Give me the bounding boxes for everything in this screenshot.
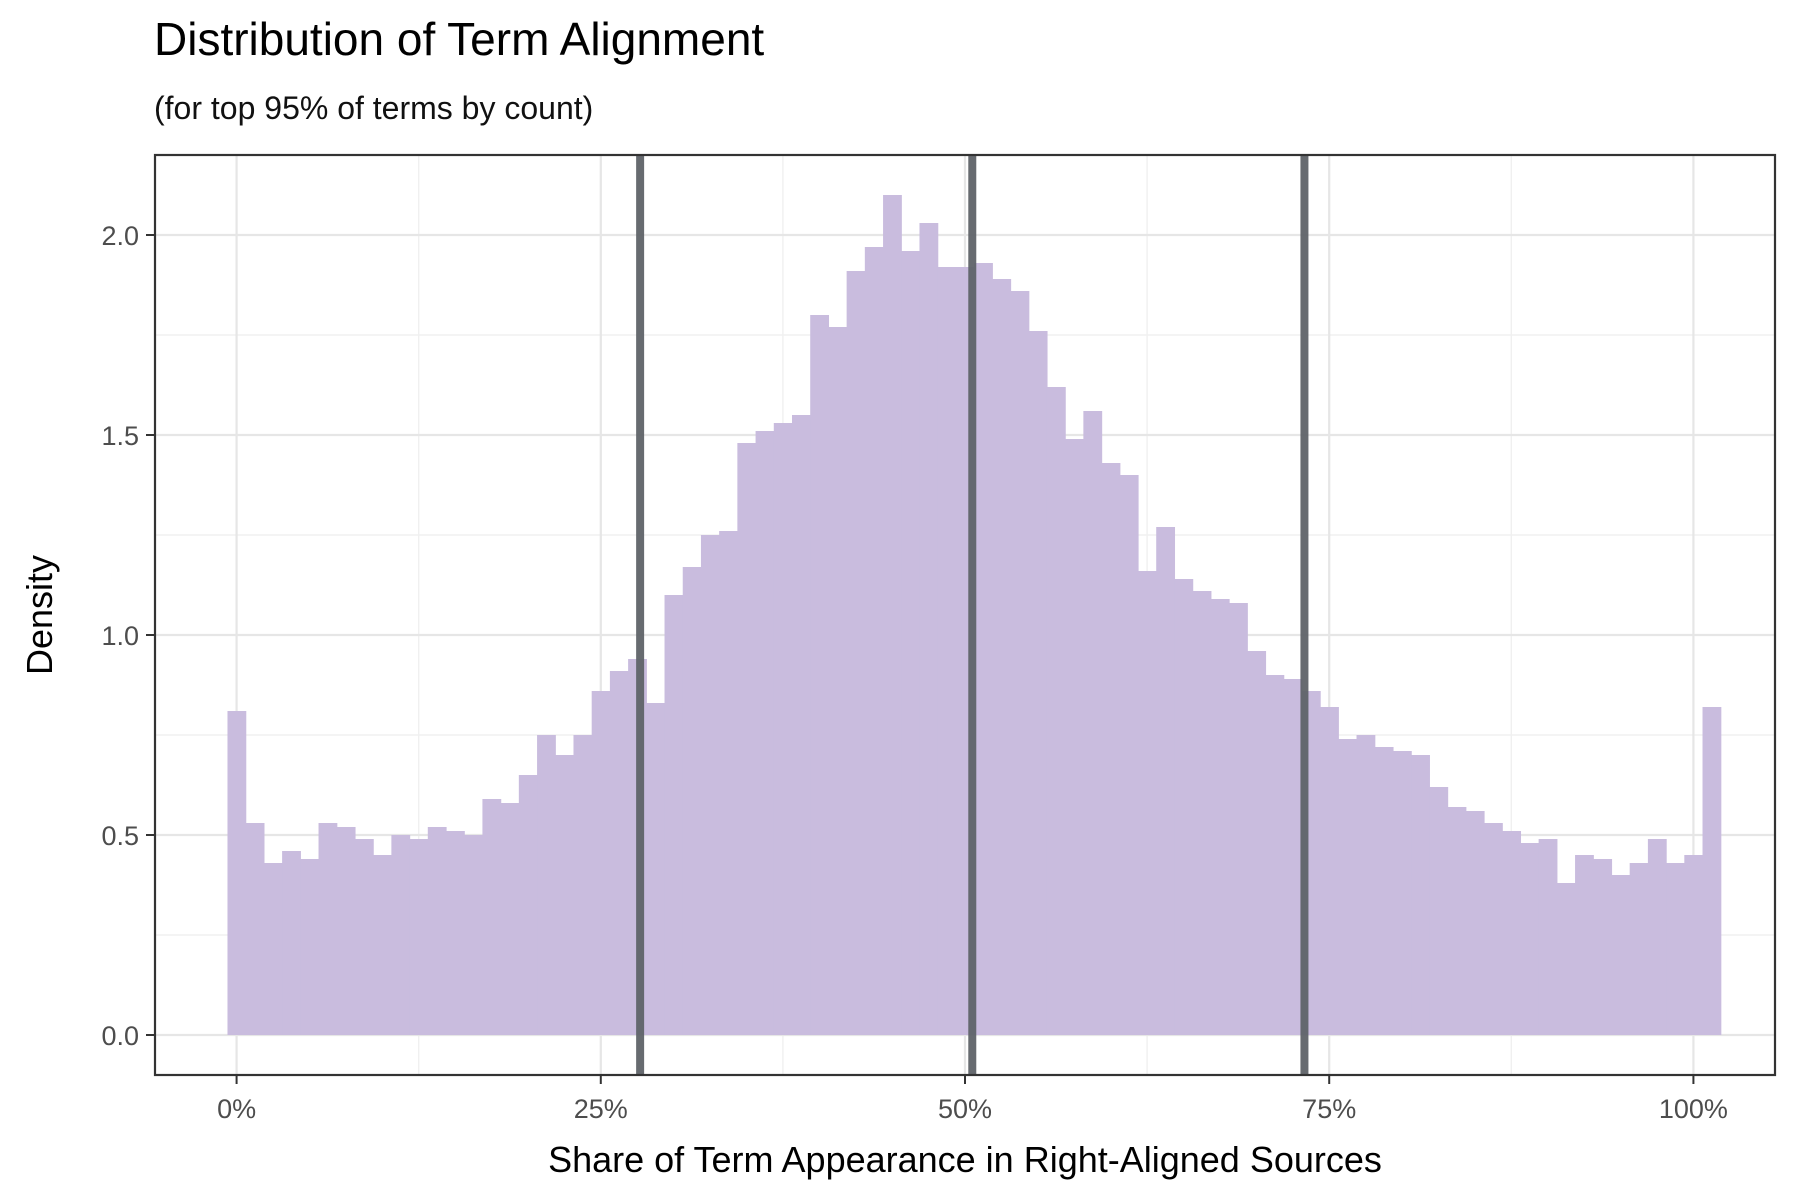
x-tick-label: 75%	[1302, 1094, 1356, 1124]
histogram-bar	[719, 531, 738, 1035]
y-tick-label: 0.0	[101, 1021, 139, 1051]
histogram-bar	[409, 839, 429, 1035]
histogram-bar	[300, 859, 320, 1035]
histogram-bar	[282, 851, 301, 1035]
histogram-bar	[1666, 863, 1685, 1035]
histogram-bar	[1429, 787, 1449, 1035]
histogram-bar	[1283, 679, 1303, 1035]
histogram-bar	[1629, 863, 1649, 1035]
histogram-bar	[354, 839, 374, 1035]
histogram-bar	[901, 251, 921, 1035]
histogram-bar	[609, 671, 629, 1035]
y-tick-label: 1.5	[101, 421, 139, 451]
histogram-bar	[1411, 755, 1430, 1035]
y-tick-label: 0.5	[101, 821, 139, 851]
histogram-bar	[1137, 571, 1157, 1035]
histogram-bar	[591, 691, 611, 1035]
x-tick-label: 50%	[938, 1094, 992, 1124]
histogram-bar	[974, 263, 993, 1035]
histogram-bar	[1702, 707, 1722, 1035]
histogram-bar	[1010, 291, 1030, 1035]
y-tick-label: 2.0	[101, 221, 139, 251]
histogram-bar	[883, 195, 902, 1035]
histogram-bar	[1575, 855, 1594, 1035]
histogram-bar	[1556, 883, 1576, 1035]
histogram-bar	[1028, 331, 1048, 1035]
histogram-bar	[755, 431, 775, 1035]
histogram-bar	[500, 803, 520, 1035]
histogram-bar	[446, 831, 465, 1035]
histogram-bars	[227, 195, 1722, 1035]
histogram-bar	[573, 735, 593, 1035]
histogram-bar	[1192, 591, 1212, 1035]
histogram-bar	[700, 535, 720, 1035]
histogram-bar	[464, 835, 484, 1035]
histogram-bar	[1684, 855, 1704, 1035]
histogram-bar	[1156, 527, 1176, 1035]
histogram-bar	[792, 415, 811, 1035]
histogram-bar	[992, 279, 1012, 1035]
histogram-bar	[1483, 823, 1503, 1035]
histogram-bar	[227, 711, 247, 1035]
histogram-bar	[263, 863, 283, 1035]
histogram-bar	[864, 247, 884, 1035]
histogram-bar	[1174, 579, 1194, 1035]
histogram-bar	[646, 703, 666, 1035]
x-tick-label: 25%	[574, 1094, 628, 1124]
x-tick-label: 100%	[1659, 1094, 1728, 1124]
histogram-bar	[518, 775, 538, 1035]
histogram-bar	[1374, 747, 1394, 1035]
histogram-bar	[1229, 603, 1248, 1035]
histogram-bar	[482, 799, 502, 1035]
histogram-bar	[1046, 387, 1066, 1035]
histogram-bar	[1502, 831, 1522, 1035]
histogram-bar	[937, 267, 957, 1035]
histogram-bar	[1338, 739, 1358, 1035]
histogram-bar	[1465, 811, 1485, 1035]
histogram-bar	[828, 327, 848, 1035]
histogram-bar	[1065, 439, 1084, 1035]
y-tick-label: 1.0	[101, 621, 139, 651]
histogram-bar	[1593, 859, 1613, 1035]
histogram-bar	[373, 855, 392, 1035]
histogram-bar	[427, 827, 447, 1035]
histogram-bar	[336, 827, 356, 1035]
histogram-bar	[737, 443, 757, 1035]
histogram-bar	[1611, 875, 1631, 1035]
histogram-bar	[391, 835, 411, 1035]
histogram-bar	[919, 223, 939, 1035]
histogram-bar	[1356, 735, 1376, 1035]
histogram-bar	[1392, 751, 1412, 1035]
histogram-bar	[537, 735, 556, 1035]
x-tick-label: 0%	[217, 1094, 256, 1124]
reference-lines	[636, 155, 1309, 1075]
histogram-bar	[664, 595, 684, 1035]
histogram-bar	[1647, 839, 1667, 1035]
histogram-bar	[1265, 675, 1285, 1035]
histogram-bar	[1447, 807, 1467, 1035]
x-axis-title: Share of Term Appearance in Right-Aligne…	[548, 1139, 1382, 1180]
histogram-bar	[318, 823, 338, 1035]
y-axis-title: Density	[19, 555, 60, 675]
histogram-bar	[810, 315, 830, 1035]
histogram-bar	[1247, 651, 1267, 1035]
chart-subtitle: (for top 95% of terms by count)	[154, 90, 594, 126]
histogram-bar	[1083, 411, 1103, 1035]
histogram-bar	[1119, 475, 1139, 1035]
axis-ticks: 0% 25% 50% 75% 100% 0.0 0.5 1.0 1.5 2.0	[101, 221, 1727, 1124]
histogram-bar	[1538, 839, 1558, 1035]
histogram-bar	[846, 271, 866, 1035]
histogram-bar	[682, 567, 702, 1035]
histogram-bar	[1520, 843, 1540, 1035]
histogram-bar	[1320, 707, 1339, 1035]
chart-title: Distribution of Term Alignment	[154, 13, 765, 65]
histogram-bar	[1101, 463, 1121, 1035]
histogram-bar	[773, 423, 793, 1035]
histogram-bar	[555, 755, 575, 1035]
histogram-bar	[245, 823, 265, 1035]
histogram-bar	[1210, 599, 1230, 1035]
